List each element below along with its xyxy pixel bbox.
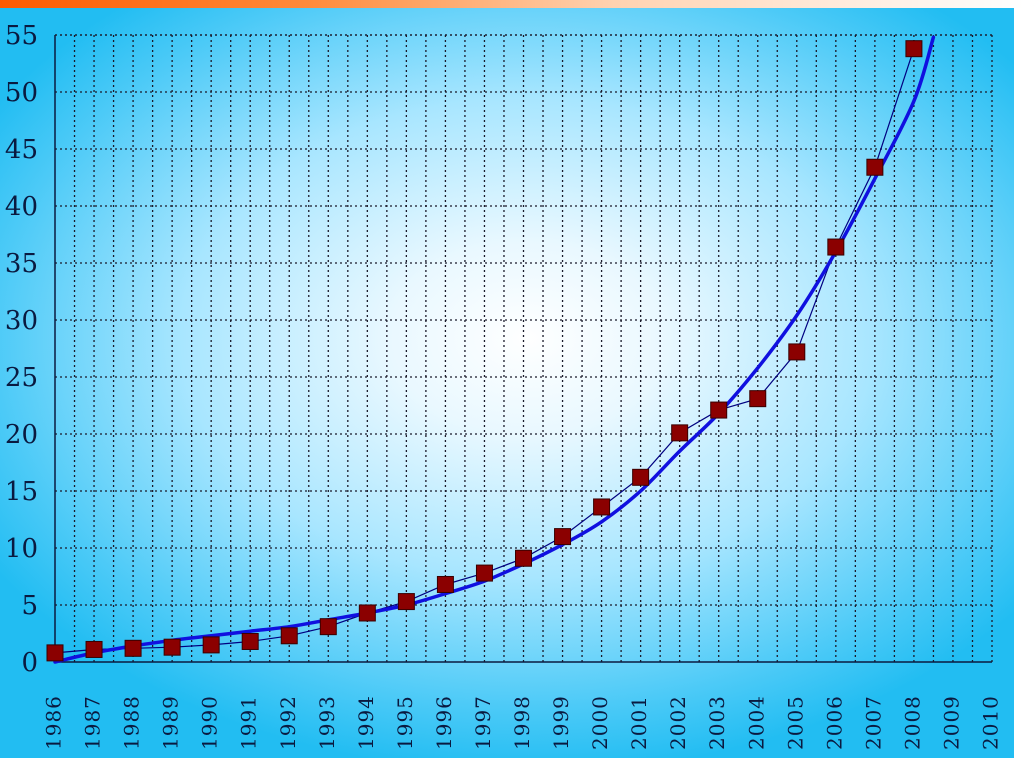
data-point-marker — [280, 627, 298, 645]
data-point-marker — [866, 158, 884, 176]
y-tick-label: 35 — [5, 249, 38, 279]
data-point-marker — [124, 639, 142, 657]
data-point-marker — [515, 549, 532, 567]
y-tick-label: 50 — [5, 78, 38, 108]
x-tick-label: 1998 — [510, 695, 534, 750]
x-tick-label: 2009 — [939, 695, 963, 750]
y-tick-label: 25 — [5, 363, 38, 393]
x-tick-label: 2004 — [744, 695, 768, 750]
data-point-marker — [749, 390, 767, 408]
y-tick-label: 40 — [5, 192, 38, 222]
x-axis-ticks: 1986 1987 1988 1989 1990 1991 1992 1993 1994 1995… — [42, 695, 1003, 750]
data-point-marker — [397, 593, 415, 611]
y-tick-label: 15 — [5, 477, 38, 507]
data-point-marker — [241, 632, 259, 650]
x-tick-label: 2005 — [783, 695, 807, 750]
y-tick-label: 0 — [21, 648, 38, 678]
data-point-marker — [788, 343, 806, 361]
x-tick-label: 1999 — [549, 695, 573, 750]
y-axis-ticks: 0 5 10 15 20 25 30 35 40 45 50 55 — [5, 21, 38, 678]
x-tick-label: 2000 — [588, 695, 612, 750]
y-tick-label: 45 — [5, 135, 38, 165]
data-point-marker — [85, 640, 103, 658]
data-point-marker — [827, 238, 845, 256]
x-tick-label: 1989 — [159, 695, 183, 750]
x-tick-label: 2007 — [861, 695, 885, 750]
data-point-marker — [593, 498, 611, 516]
x-tick-label: 1992 — [276, 695, 300, 750]
x-tick-label: 1997 — [471, 695, 495, 750]
x-tick-label: 2006 — [822, 695, 846, 750]
x-tick-label: 1987 — [81, 695, 105, 750]
x-tick-label: 1996 — [432, 695, 456, 750]
data-point-marker — [905, 40, 923, 58]
data-point-marker — [46, 644, 64, 662]
x-tick-label: 1986 — [42, 695, 66, 750]
y-tick-label: 20 — [5, 420, 38, 450]
data-point-marker — [358, 604, 376, 622]
data-point-marker — [710, 401, 728, 419]
axes — [54, 34, 993, 663]
x-tick-label: 1995 — [393, 695, 417, 750]
y-tick-label: 10 — [5, 534, 38, 564]
x-tick-label: 1993 — [315, 695, 339, 750]
x-tick-label: 1988 — [120, 695, 144, 750]
grid — [55, 34, 992, 662]
series-layer — [46, 35, 936, 664]
chart-background — [0, 8, 1014, 758]
data-point-marker — [475, 564, 493, 582]
y-tick-label: 30 — [5, 306, 38, 336]
data-point-marker — [202, 636, 220, 654]
y-tick-label: 5 — [21, 591, 38, 621]
data-point-marker — [554, 528, 572, 546]
x-tick-label: 2008 — [900, 695, 924, 750]
x-tick-label: 2010 — [979, 695, 1003, 750]
top-accent-bar — [0, 0, 1024, 8]
x-tick-label: 2002 — [666, 695, 690, 750]
data-point-marker — [436, 575, 454, 593]
data-point-marker — [632, 468, 650, 486]
data-point-marker — [671, 424, 689, 442]
data-point-marker — [163, 638, 181, 656]
data-point-marker — [319, 618, 337, 636]
x-tick-label: 1991 — [237, 695, 261, 750]
x-tick-label: 1994 — [354, 695, 378, 750]
x-tick-label: 1990 — [198, 695, 222, 750]
x-tick-label: 2003 — [705, 695, 729, 750]
y-tick-label: 55 — [5, 21, 38, 51]
x-tick-label: 2001 — [627, 695, 651, 750]
